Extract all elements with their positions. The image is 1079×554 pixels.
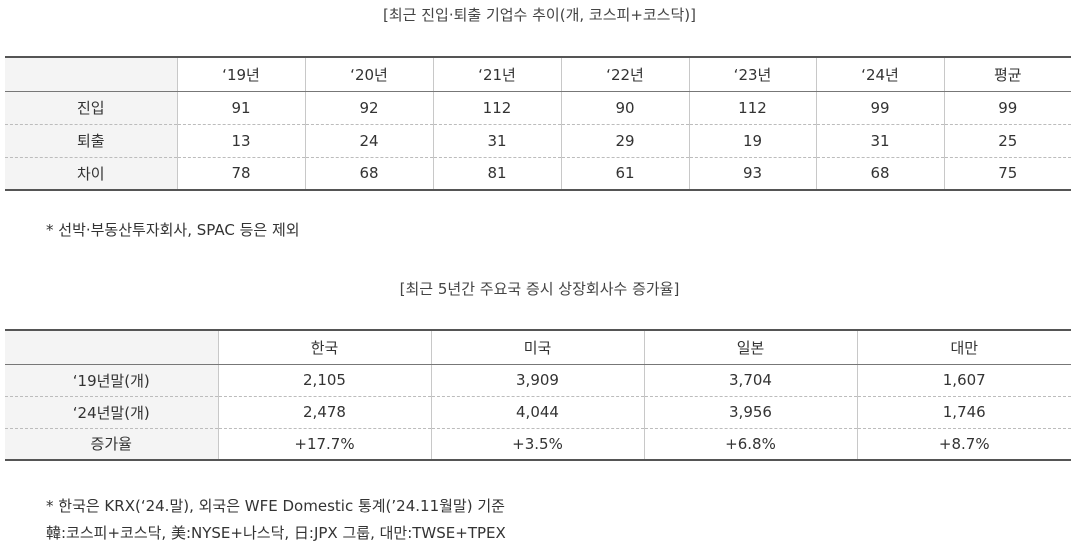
table-cell: 3,956 (643, 396, 858, 429)
table-cell: 29 (560, 124, 690, 158)
table-cell: +6.8% (643, 428, 858, 461)
table1-header-row: ‘19년 ‘20년 ‘21년 ‘22년 ‘23년 ‘24년 평균 (5, 56, 1071, 92)
row-label-growth-rate: 증가율 (5, 428, 219, 461)
table-cell: +17.7% (217, 428, 432, 461)
table-cell: 91 (176, 91, 306, 125)
table1-header-2024: ‘24년 (815, 56, 945, 92)
table-row: 퇴출 13 24 31 29 19 31 25 (5, 124, 1071, 158)
table-cell: 31 (432, 124, 562, 158)
table1-note: * 선박·부동산투자회사, SPAC 등은 제외 (46, 221, 300, 239)
table-cell: 112 (432, 91, 562, 125)
table-row: 진입 91 92 112 90 112 99 99 (5, 91, 1071, 125)
table2-caption: [최근 5년간 주요국 증시 상장회사수 증가율] (399, 280, 680, 298)
table-cell: 75 (943, 157, 1071, 191)
table-cell: 3,909 (430, 364, 645, 397)
table-cell: 24 (304, 124, 434, 158)
table1-header-2021: ‘21년 (432, 56, 562, 92)
row-label-2019-end: ‘19년말(개) (5, 364, 219, 397)
table-cell: 68 (815, 157, 945, 191)
table2-header-usa: 미국 (430, 329, 645, 365)
table2-header-row: 한국 미국 일본 대만 (5, 329, 1071, 365)
table-cell: 92 (304, 91, 434, 125)
table2-header-japan: 일본 (643, 329, 858, 365)
table-cell: 3,704 (643, 364, 858, 397)
row-label-difference: 차이 (5, 157, 178, 191)
table-cell: 13 (176, 124, 306, 158)
row-label-exit: 퇴출 (5, 124, 178, 158)
table-cell: 78 (176, 157, 306, 191)
table-row: ‘24년말(개) 2,478 4,044 3,956 1,746 (5, 396, 1071, 429)
table-cell: 68 (304, 157, 434, 191)
table-cell: 99 (815, 91, 945, 125)
table-cell: 90 (560, 91, 690, 125)
table1-header-corner (5, 56, 178, 92)
listed-companies-growth-table: 한국 미국 일본 대만 ‘19년말(개) 2,105 3,909 3,704 1… (5, 329, 1071, 461)
table-cell: 31 (815, 124, 945, 158)
row-label-entry: 진입 (5, 91, 178, 125)
table-cell: 99 (943, 91, 1071, 125)
table-cell: 2,478 (217, 396, 432, 429)
table-cell: +3.5% (430, 428, 645, 461)
table-row: ‘19년말(개) 2,105 3,909 3,704 1,607 (5, 364, 1071, 397)
table2-header-corner (5, 329, 219, 365)
table2-header-taiwan: 대만 (856, 329, 1071, 365)
table1-header-2020: ‘20년 (304, 56, 434, 92)
table1-caption: [최근 진입·퇴출 기업수 추이(개, 코스피+코스닥)] (383, 6, 696, 24)
table-cell: 1,746 (856, 396, 1071, 429)
table1-header-2019: ‘19년 (176, 56, 306, 92)
table2-note-exchanges: 韓:코스피+코스닥, 美:NYSE+나스닥, 日:JPX 그룹, 대만:TWSE… (46, 524, 506, 542)
table1-header-2022: ‘22년 (560, 56, 690, 92)
table-cell: 81 (432, 157, 562, 191)
table-cell: 112 (688, 91, 817, 125)
entry-exit-table: ‘19년 ‘20년 ‘21년 ‘22년 ‘23년 ‘24년 평균 진입 91 9… (5, 56, 1071, 191)
table-cell: 25 (943, 124, 1071, 158)
table1-header-2023: ‘23년 (688, 56, 817, 92)
table-row: 증가율 +17.7% +3.5% +6.8% +8.7% (5, 428, 1071, 461)
row-label-2024-end: ‘24년말(개) (5, 396, 219, 429)
table-cell: 2,105 (217, 364, 432, 397)
table-cell: 1,607 (856, 364, 1071, 397)
table-cell: +8.7% (856, 428, 1071, 461)
table-cell: 19 (688, 124, 817, 158)
table2-header-korea: 한국 (217, 329, 432, 365)
table-row: 차이 78 68 81 61 93 68 75 (5, 157, 1071, 191)
table-cell: 93 (688, 157, 817, 191)
table-cell: 4,044 (430, 396, 645, 429)
table2-note-basis: * 한국은 KRX(‘24.말), 외국은 WFE Domestic 통계(’2… (46, 497, 505, 515)
table-cell: 61 (560, 157, 690, 191)
table1-header-average: 평균 (943, 56, 1071, 92)
